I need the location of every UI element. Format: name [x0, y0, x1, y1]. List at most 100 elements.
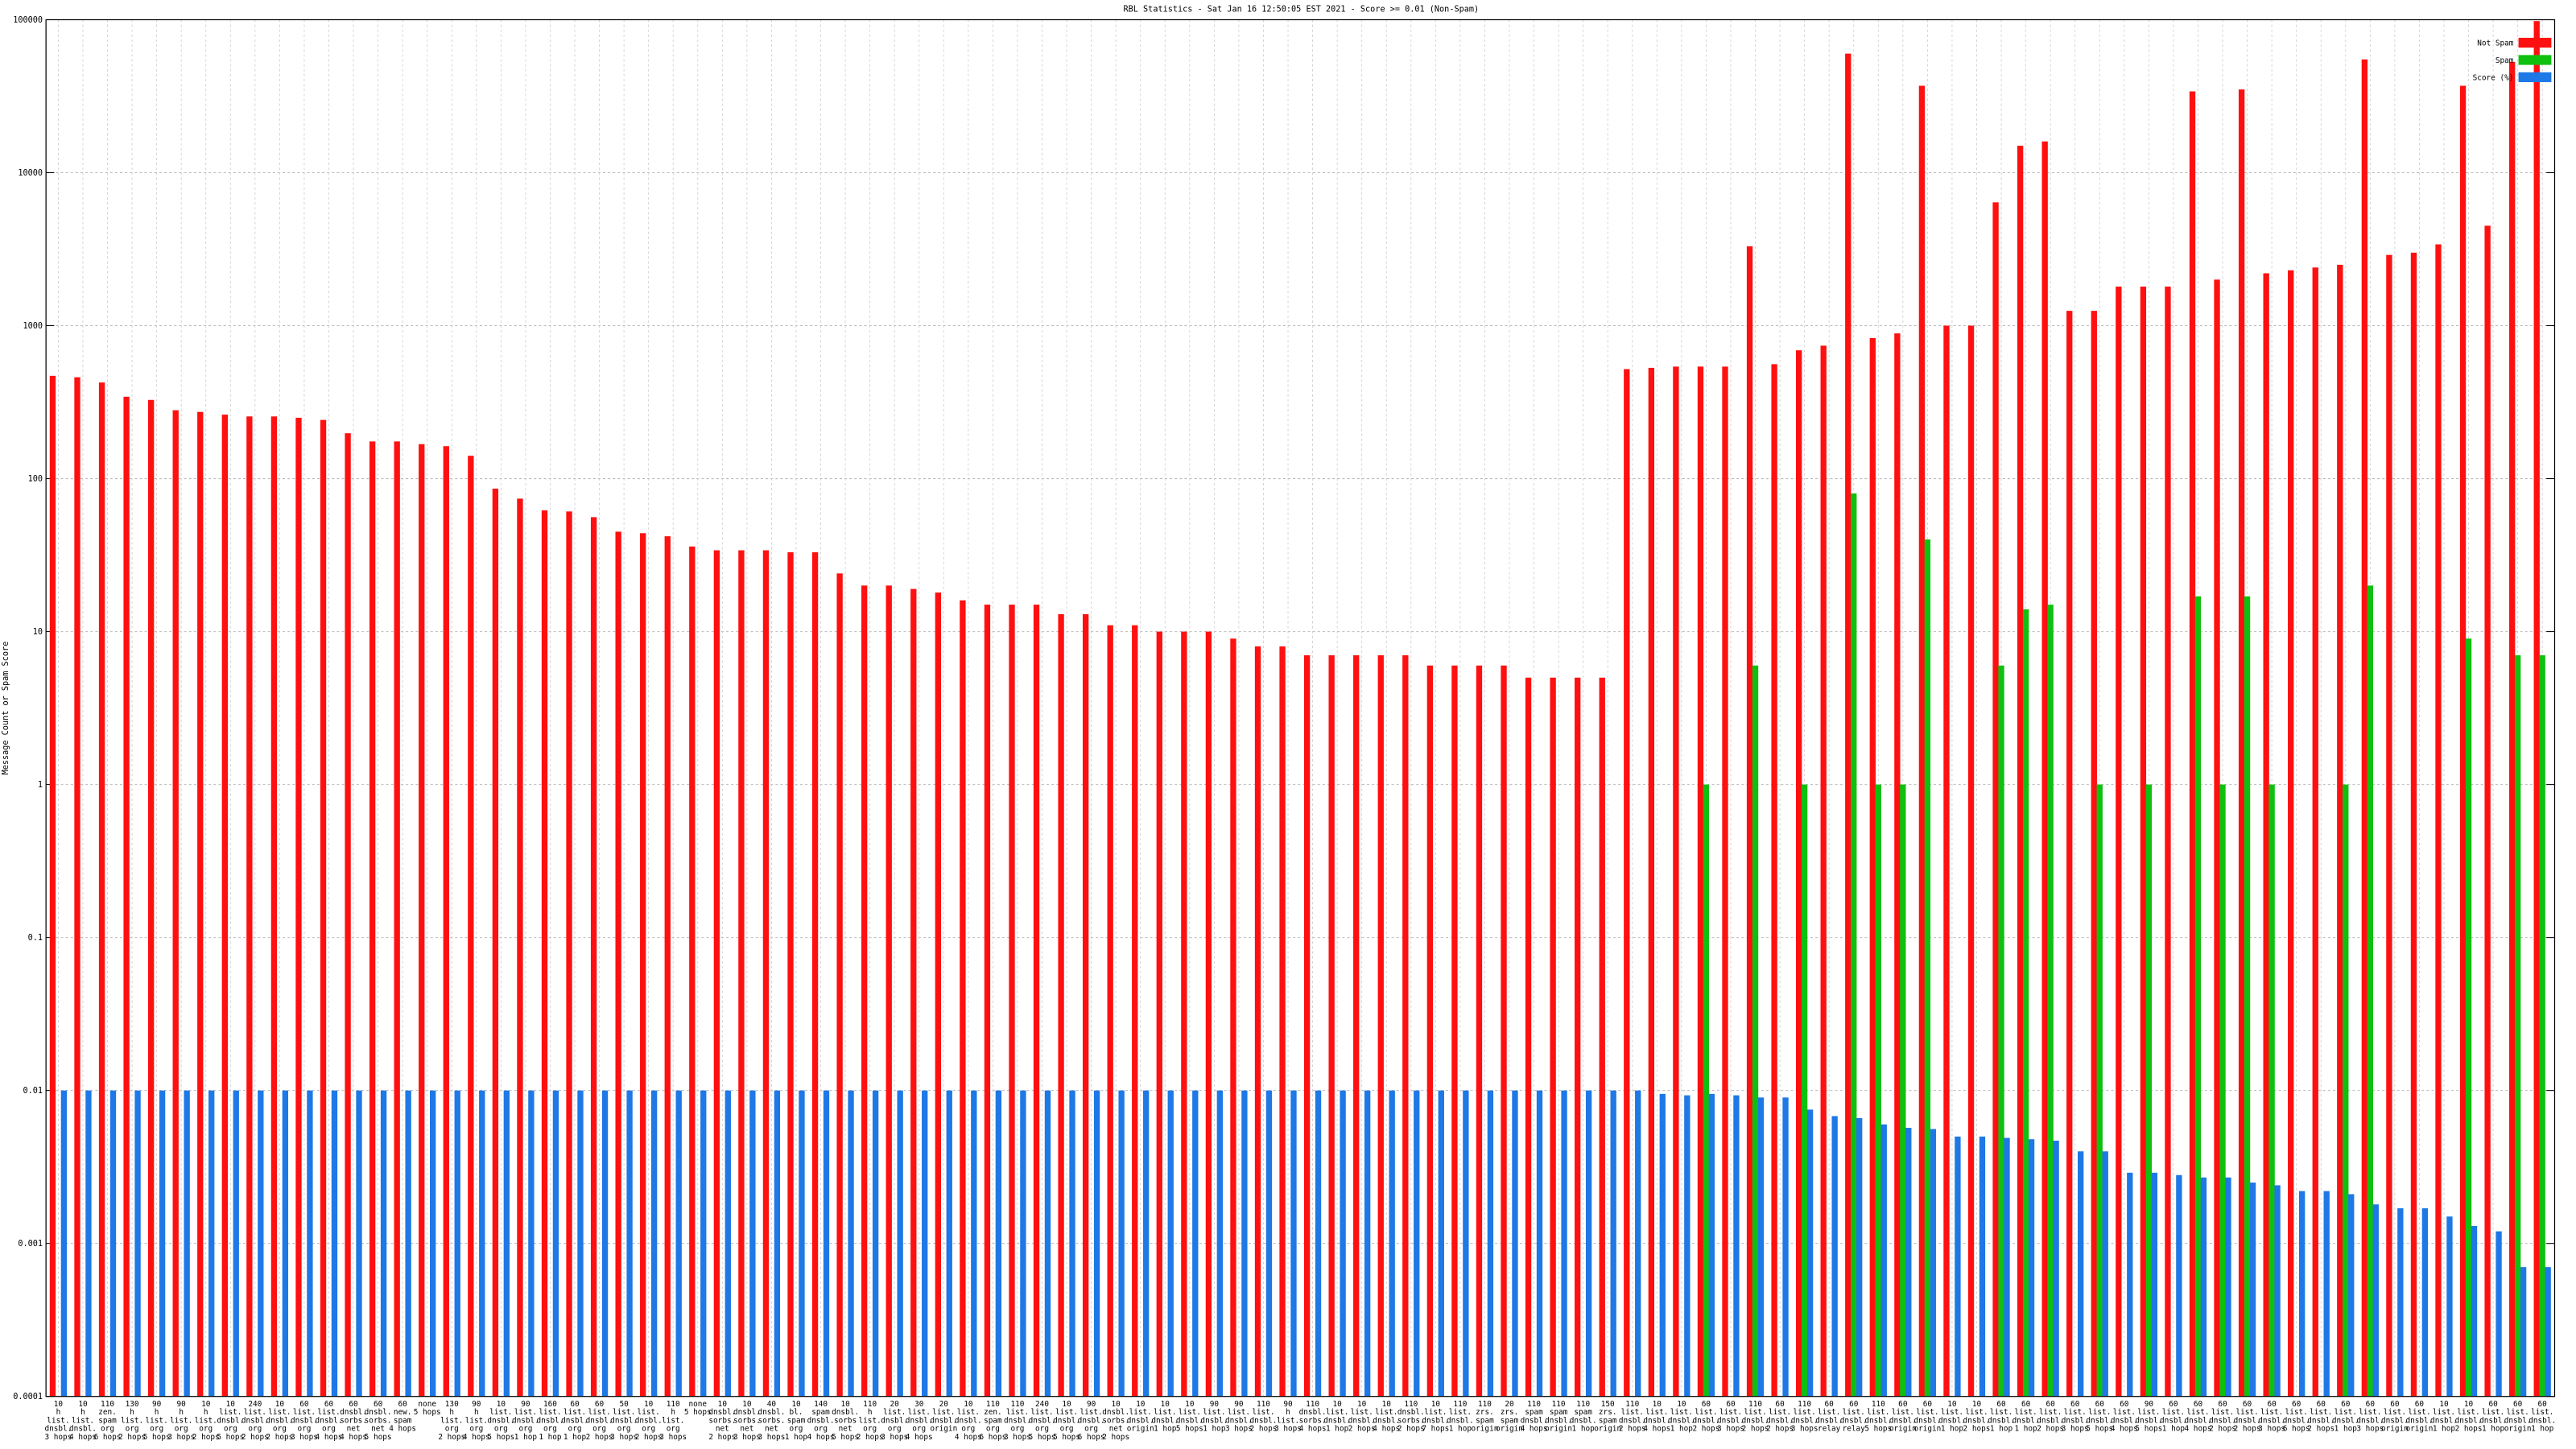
bar	[675, 1090, 682, 1397]
x-tick-label: 110 spam dnsbl. 4 hops	[1521, 1400, 1548, 1434]
bar	[1585, 1090, 1592, 1397]
bar	[1058, 613, 1064, 1397]
bar	[1192, 1090, 1199, 1397]
bar	[2053, 1140, 2059, 1397]
bar	[1708, 1093, 1715, 1397]
bar	[1082, 613, 1089, 1397]
bar	[2194, 596, 2202, 1397]
x-tick-label: 60 list. dnsbl. org 4 hops	[316, 1400, 343, 1442]
bar	[640, 533, 646, 1397]
bar	[1900, 784, 1906, 1397]
bar	[419, 444, 425, 1397]
legend-swatch	[2518, 72, 2552, 83]
bar	[109, 1090, 117, 1397]
bar	[2165, 287, 2171, 1397]
bar	[184, 1090, 190, 1397]
x-tick-label: 130 h list. org 2 hops	[118, 1400, 146, 1442]
bar	[1254, 646, 1261, 1397]
bar	[98, 382, 105, 1397]
x-tick-label: 110 list. dnsbl. 2 hops	[1742, 1400, 1769, 1434]
bar	[1880, 1124, 1887, 1397]
bar	[1340, 1090, 1346, 1397]
y-tick-label: 10	[33, 628, 43, 637]
bar	[1967, 325, 1975, 1397]
x-tick-label: 60 dnsbl. sorbs. net 5 hops	[365, 1400, 392, 1442]
bar	[2268, 784, 2275, 1397]
x-tick-label: 60 list. dnsbl. 3 hops	[1717, 1400, 1744, 1434]
bar	[2091, 311, 2097, 1397]
bar	[2140, 287, 2147, 1397]
bar	[836, 573, 843, 1397]
bar	[823, 1090, 830, 1397]
x-tick-label: 130 h list. org 2 hops	[438, 1400, 465, 1442]
bar	[1132, 625, 1138, 1397]
bar	[2274, 1185, 2281, 1397]
bar	[528, 1090, 535, 1397]
bar	[405, 1090, 411, 1397]
x-tick-label: 60 list. dnsbl. org 2 hops	[586, 1400, 613, 1442]
x-tick-label: 110 zen. spam org 6 hops	[979, 1400, 1006, 1442]
chart-title: RBL Statistics - Sat Jan 16 12:50:05 EST…	[1124, 5, 1480, 14]
bar	[2367, 585, 2373, 1397]
x-tick-label: 20 list. dnsbl. org 3 hops	[881, 1400, 908, 1442]
bar	[2102, 1151, 2108, 1397]
bar	[1230, 638, 1236, 1397]
x-tick-label: 10 list. dnsbl. origin	[1127, 1400, 1154, 1434]
bar	[1733, 1095, 1740, 1397]
bar	[946, 1090, 952, 1397]
bar	[2244, 596, 2251, 1397]
x-tick-label: 60 list. dnsbl. 5 hops	[2086, 1400, 2113, 1434]
x-tick-label: 60 list. dnsbl. 1 hop	[1988, 1400, 2015, 1434]
bar	[258, 1090, 264, 1397]
x-tick-label: 140 spam dnsbl. org 4 hops	[807, 1400, 835, 1442]
bar	[307, 1090, 313, 1397]
bar	[1107, 625, 1113, 1397]
bar	[799, 1090, 805, 1397]
bar	[1905, 1128, 1912, 1397]
x-tick-label: 110 zrs. spam origin	[1472, 1400, 1499, 1434]
bar	[1575, 677, 1581, 1397]
x-tick-label: 60 list. dnsbl. origin	[1889, 1400, 1917, 1434]
bar	[1377, 655, 1384, 1397]
x-tick-label: 60 list. dnsbl. origin	[2504, 1400, 2532, 1434]
x-tick-label: 10 list. dnsbl. 2 hops	[2455, 1400, 2483, 1434]
x-tick-label: 60 list. dnsbl. 1 hop	[2529, 1400, 2556, 1434]
x-tick-label: 110 spam dnsbl. origin	[1545, 1400, 1572, 1434]
bar	[762, 550, 770, 1397]
x-tick-label: 10 dnsbl. sorbs. net 3 hops	[733, 1400, 761, 1442]
x-tick-label: 90 list. dnsbl. 1 hop	[1200, 1400, 1228, 1434]
x-tick-label: 60 list. dnsbl. 3 hops	[2356, 1400, 2384, 1434]
bar	[1806, 1109, 1814, 1397]
x-tick-label: 110 list. dnsbl. 3 hops	[1791, 1400, 1818, 1434]
bar	[552, 1090, 559, 1397]
bar	[1279, 646, 1286, 1397]
bar	[1659, 1093, 1666, 1397]
x-tick-label: 10 list. dnsbl. 2 hops	[1348, 1400, 1376, 1434]
bar	[270, 416, 278, 1397]
bar	[2361, 59, 2368, 1397]
bar	[1599, 677, 1605, 1397]
y-tick-label: 0.1	[28, 934, 43, 943]
bar	[1487, 1090, 1494, 1397]
plot-frame	[45, 19, 2556, 1397]
x-tick-label: 110 list. dnsbl. 1 hop	[1447, 1400, 1474, 1434]
x-tick-label: 160 list. dnsbl. org 1 hop	[537, 1400, 564, 1442]
x-tick-label: 110 h list. org 2 hops	[857, 1400, 884, 1442]
x-tick-label: 240 list. dnsbl. org 2 hops	[242, 1400, 269, 1442]
bar	[1771, 364, 1777, 1397]
bar	[503, 1090, 510, 1397]
x-tick-label: 60 list. dnsbl. org 3 hops	[291, 1400, 318, 1442]
bar	[601, 1090, 609, 1397]
bar	[1795, 350, 1802, 1397]
x-tick-label: 10 bl. spam org 1 hop	[785, 1400, 808, 1442]
x-tick-label: 60 list. dnsbl. 4 hops	[2111, 1400, 2138, 1434]
bar	[2263, 273, 2269, 1397]
bar	[74, 377, 80, 1397]
bar	[1722, 366, 1728, 1397]
bar	[1684, 1095, 1690, 1397]
bar	[2066, 311, 2073, 1397]
bar	[566, 511, 572, 1397]
bar	[2337, 264, 2343, 1397]
x-tick-label: 20 zrs. spam origin	[1496, 1400, 1523, 1434]
x-tick-label: 90 h list. org 4 hops	[463, 1400, 490, 1442]
